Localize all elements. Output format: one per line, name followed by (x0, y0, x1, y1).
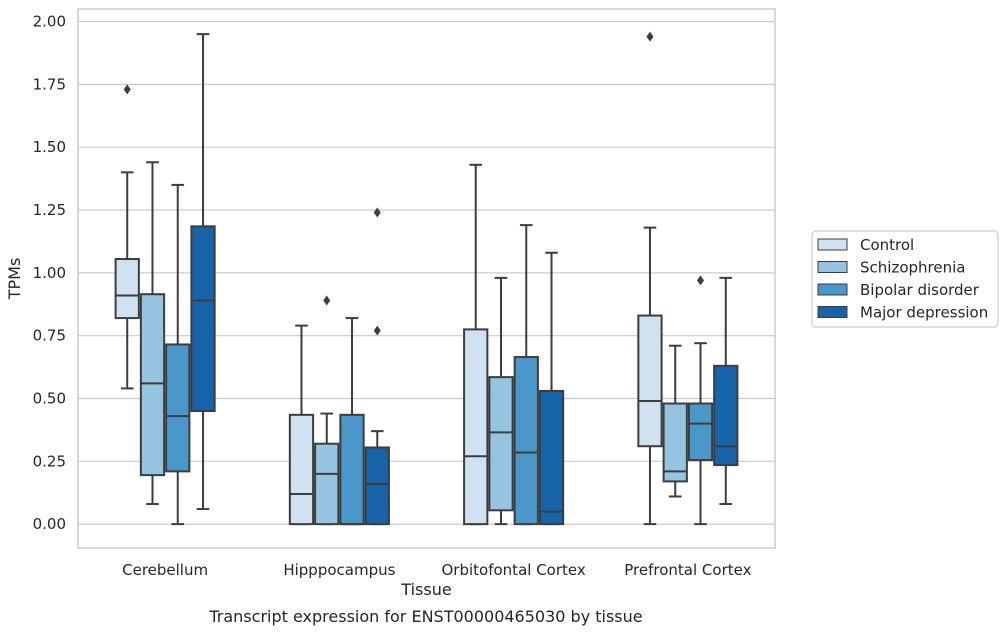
x-axis-label: Tissue (400, 580, 451, 599)
chart-caption: Transcript expression for ENST0000046503… (208, 607, 642, 626)
box-iqr (713, 364, 739, 467)
box-2-2 (513, 224, 539, 526)
box-3-3 (713, 276, 739, 506)
x-tick-labels: Cerebellum Hipppocampus Orbitofontal Corte… (122, 561, 751, 579)
y-tick-label: 0.25 (33, 452, 66, 470)
legend: Control Schizophrenia Bipolar disorder Majo… (811, 230, 999, 328)
box-iqr (114, 258, 140, 320)
y-tick-label: 0.50 (33, 389, 66, 407)
legend-swatch (817, 306, 848, 318)
y-tick-label: 0.75 (33, 327, 66, 345)
outlier-marker (373, 325, 381, 336)
box-3-1 (662, 344, 688, 498)
box-iqr (662, 402, 688, 483)
outlier-marker (123, 84, 131, 95)
boxplot-series (114, 31, 739, 526)
x-tick-label: Hipppocampus (283, 561, 395, 579)
legend-label: Control (860, 236, 914, 254)
y-tick-label: 1.50 (33, 138, 66, 156)
outlier-marker (373, 207, 381, 218)
box-1-2 (339, 317, 365, 526)
y-axis-label: TPMs (5, 258, 24, 301)
box-iqr (513, 356, 539, 526)
box-0-2 (165, 183, 191, 526)
box-1-1 (314, 295, 340, 526)
box-1-0 (288, 324, 315, 526)
legend-label: Major depression (860, 304, 988, 322)
y-tick-label: 1.25 (33, 201, 66, 219)
legend-swatch (817, 283, 848, 296)
box-2-0 (463, 163, 489, 526)
box-iqr (463, 328, 489, 526)
box-iqr (139, 293, 166, 477)
box-iqr (637, 314, 663, 448)
box-0-0 (114, 84, 140, 390)
box-3-0 (637, 31, 663, 526)
box-iqr (538, 389, 565, 526)
box-iqr (165, 343, 191, 473)
box-iqr (288, 413, 315, 526)
legend-swatch (817, 238, 848, 251)
box-3-2 (687, 275, 714, 526)
legend-swatch (817, 261, 848, 273)
box-2-3 (538, 251, 565, 526)
box-2-1 (488, 276, 514, 526)
box-iqr (314, 442, 340, 526)
y-tick-label: 1.00 (33, 264, 66, 282)
outlier-marker (646, 31, 654, 42)
box-iqr (190, 225, 216, 413)
y-tick-labels: 0.00 0.25 0.50 0.75 1.00 1.25 1.50 1.75 2.00 (33, 13, 66, 534)
x-tick-label: Prefrontal Cortex (624, 561, 751, 579)
box-iqr (339, 413, 365, 526)
y-tick-label: 2.00 (33, 13, 66, 31)
x-tick-label: Orbitofontal Cortex (442, 561, 586, 579)
box-0-3 (190, 33, 216, 511)
legend-label: Bipolar disorder (860, 281, 980, 299)
y-tick-label: 1.75 (33, 75, 66, 93)
y-tick-label: 0.00 (33, 515, 66, 533)
legend-frame (811, 230, 999, 328)
outlier-marker (697, 275, 705, 286)
box-1-3 (364, 207, 390, 526)
box-iqr (687, 402, 714, 462)
box-0-1 (139, 161, 166, 506)
legend-label: Schizophrenia (860, 259, 965, 277)
box-iqr (364, 446, 390, 526)
outlier-marker (323, 295, 331, 306)
x-tick-label: Cerebellum (122, 561, 208, 579)
box-iqr (488, 376, 514, 512)
plot-frame (77, 8, 776, 549)
